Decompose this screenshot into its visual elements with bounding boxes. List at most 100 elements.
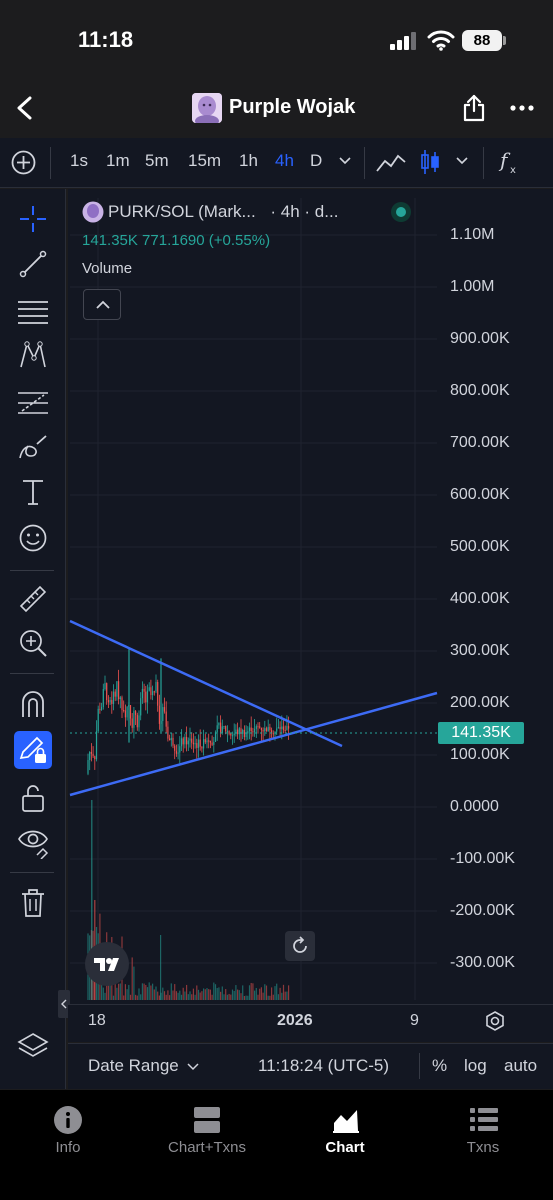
price-info: 141.35K 771.1690 (+0.55%) xyxy=(82,232,271,249)
timeframe-5m[interactable]: 5m xyxy=(145,151,169,170)
volume-bar xyxy=(145,984,147,1000)
collapse-legend-button[interactable] xyxy=(83,289,121,320)
percent-toggle[interactable]: % xyxy=(432,1056,448,1075)
tab-chart[interactable] xyxy=(285,1100,405,1170)
symbol-legend[interactable]: PURK/SOL (Mark... · 4h · d... xyxy=(108,202,338,222)
collapse-toolbar-handle[interactable] xyxy=(58,990,70,1018)
tradingview-logo[interactable] xyxy=(85,942,129,986)
horizontal-lines-icon[interactable] xyxy=(17,298,49,326)
volume-bar xyxy=(191,994,193,1000)
candle-body xyxy=(150,687,152,696)
volume-bar xyxy=(221,986,223,1000)
candle-body xyxy=(218,722,220,726)
volume-bar xyxy=(129,994,132,1000)
eye-icon[interactable] xyxy=(17,825,49,859)
settings-icon[interactable] xyxy=(484,1010,506,1032)
log-toggle[interactable]: log xyxy=(464,1056,487,1075)
line-chart-icon[interactable] xyxy=(376,151,406,175)
chevron-up-icon xyxy=(96,300,110,309)
chevron-down-icon[interactable] xyxy=(456,157,468,165)
y-axis-label: -200.00K xyxy=(450,902,515,919)
candle-body xyxy=(209,740,211,743)
volume-bar xyxy=(218,987,220,1000)
candle-body xyxy=(180,738,183,747)
candle-body xyxy=(282,726,285,730)
volume-bar xyxy=(160,935,162,1000)
lock-drawing-button[interactable] xyxy=(14,731,52,769)
volume-bar xyxy=(254,990,256,1000)
candle-body xyxy=(102,689,104,707)
date-range-button[interactable]: Date Range xyxy=(88,1056,199,1076)
y-axis-label: 0.0000 xyxy=(450,798,499,815)
candle-body xyxy=(216,725,218,733)
volume-bar xyxy=(203,988,205,1000)
timeframe-1s[interactable]: 1s xyxy=(70,151,88,170)
pencil-lock-icon xyxy=(19,736,46,763)
brush-tool-icon[interactable] xyxy=(18,434,50,462)
candle-body xyxy=(277,727,279,729)
tab-info[interactable] xyxy=(8,1100,128,1170)
trendline-lower xyxy=(69,691,438,797)
emoji-tool-icon[interactable] xyxy=(18,523,48,553)
candle-body xyxy=(243,729,245,738)
candle-body xyxy=(141,688,143,699)
candle-body xyxy=(286,726,288,731)
back-icon[interactable] xyxy=(14,96,36,120)
chart-area[interactable] xyxy=(68,189,553,1007)
candle-body xyxy=(252,731,254,733)
volume-bar xyxy=(276,983,278,1000)
ruler-icon[interactable] xyxy=(18,584,48,614)
volume-bar xyxy=(284,991,286,1000)
unlock-icon[interactable] xyxy=(20,783,46,813)
timeframe-4h[interactable]: 4h xyxy=(275,151,294,170)
volume-bar xyxy=(199,992,201,1000)
timeframe-1m[interactable]: 1m xyxy=(106,151,130,170)
volume-bar xyxy=(162,987,164,1000)
tab-txns[interactable] xyxy=(423,1100,543,1170)
x-axis[interactable] xyxy=(68,1004,553,1042)
volume-bar xyxy=(225,989,227,1000)
candle-body xyxy=(257,726,259,728)
candle-body xyxy=(233,733,235,736)
candle-body xyxy=(254,728,256,733)
volume-bar xyxy=(288,985,290,1000)
candle-body xyxy=(199,739,201,747)
layers-icon[interactable] xyxy=(17,1032,49,1062)
trendline-tool-icon[interactable] xyxy=(19,250,47,278)
volume-bar xyxy=(133,966,135,1000)
fib-tool-icon[interactable] xyxy=(17,389,49,417)
auto-toggle[interactable]: auto xyxy=(504,1056,538,1075)
candle-body xyxy=(264,728,266,732)
volume-bar xyxy=(213,982,215,1000)
function-icon[interactable]: f x xyxy=(498,148,522,176)
add-indicator-icon[interactable] xyxy=(11,150,36,175)
chevron-down-icon[interactable] xyxy=(339,157,351,165)
more-icon[interactable] xyxy=(510,104,534,112)
timeframe-15m[interactable]: 15m xyxy=(188,151,222,170)
timeframe-1h[interactable]: 1h xyxy=(239,151,258,170)
magnet-icon[interactable] xyxy=(19,689,47,719)
crosshair-icon[interactable] xyxy=(19,205,47,233)
y-axis-label: 1.00M xyxy=(450,278,495,295)
tab-chart-txns[interactable] xyxy=(147,1100,267,1170)
clock-time[interactable]: 11:18:24 (UTC-5) xyxy=(258,1056,390,1075)
timeframe-d[interactable]: D xyxy=(310,151,323,170)
pattern-tool-icon[interactable] xyxy=(18,340,48,370)
trendline-upper xyxy=(69,619,343,748)
trash-icon[interactable] xyxy=(20,888,46,918)
reset-chart-button[interactable] xyxy=(285,931,315,961)
candle-body xyxy=(175,750,177,754)
volume-bar xyxy=(208,989,210,1000)
y-axis-label: -100.00K xyxy=(450,850,515,867)
zoom-in-icon[interactable] xyxy=(18,628,48,658)
candle-body xyxy=(276,728,278,732)
volume-bar xyxy=(271,987,273,1000)
candle-body xyxy=(124,710,126,718)
candles-icon[interactable] xyxy=(420,148,440,176)
candle-body xyxy=(206,740,208,743)
share-icon[interactable] xyxy=(462,94,486,122)
volume-bar xyxy=(189,991,191,1000)
volume-bar xyxy=(175,991,177,1000)
volume-bar xyxy=(192,988,194,1000)
text-tool-icon[interactable] xyxy=(21,478,45,506)
